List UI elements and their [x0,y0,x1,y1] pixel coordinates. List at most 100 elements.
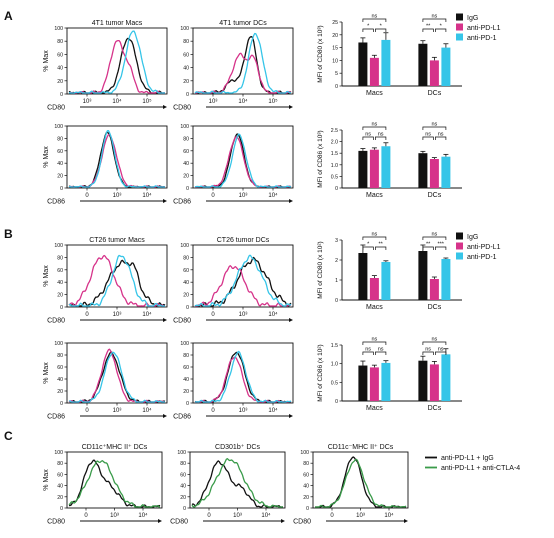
significance-bracket [435,136,447,140]
histogram-curve [194,254,292,307]
x-axis-arrowhead [289,105,293,109]
y-tick-label: 1.0 [331,362,338,368]
y-tick-label: 80 [183,353,189,359]
legend-swatch [456,13,463,21]
histogram-panel: CT26 tumor DCs 0 20 40 60 80 100 0 10³ 10⁴ CD80 [173,237,294,325]
significance-bracket [422,18,447,22]
legend-label: anti-PD-L1 [467,25,501,32]
y-tick-label: 20 [303,495,309,501]
histogram-curve [68,37,166,94]
bar [418,43,428,86]
histogram-frame [66,244,168,308]
y-tick-label: 60 [57,149,63,155]
x-axis-label: CD80 [47,519,65,526]
x-tick-label: 0 [207,513,211,519]
bar [381,39,391,86]
y-tick-label: 60 [303,472,309,478]
y-tick-label: 80 [183,39,189,45]
bar [441,259,451,300]
x-tick-label: 0 [211,193,215,199]
x-axis-label: CD86 [173,199,191,206]
y-tick-label: 5 [335,71,338,77]
bar [441,156,451,188]
y-tick-label: 0 [335,399,338,405]
legend-swatch [456,232,463,240]
x-axis-arrowhead [289,199,293,203]
histogram-curve [315,458,407,508]
y-tick-label: 80 [183,136,189,142]
bar [358,42,368,86]
y-tick-label: 100 [177,450,186,456]
y-tick-label: 80 [57,255,63,261]
y-tick-label: 80 [180,461,186,467]
histogram-title: CD11c⁺MHC II⁺ DCs [82,444,148,451]
y-tick-label: 100 [180,341,189,347]
y-tick-label: 80 [57,39,63,45]
category-label: DCs [428,90,442,97]
x-tick-label: 10³ [113,408,122,414]
y-tick-label: 0 [60,506,63,512]
histogram-panel: 0 20 40 60 80 100 % Max 0 10³ 10⁴ CD86 [43,341,168,421]
legend-label: anti-PD-L1 + IgG [441,455,494,462]
x-axis-label: CD80 [47,105,65,112]
significance-label: * [440,24,443,30]
y-tick-label: 1 [335,278,338,284]
significance-label: ns [371,232,377,238]
bar [381,262,391,300]
y-tick-label: 40 [183,161,189,167]
x-tick-label: 10³ [113,312,122,318]
significance-bracket [362,28,374,32]
y-tick-label: 10 [332,58,338,64]
significance-bracket [362,246,374,250]
panel-letter: B [4,227,13,241]
y-tick-label: 1.5 [331,343,338,349]
x-tick-label: 10⁴ [142,192,152,199]
y-tick-label: 60 [57,52,63,58]
y-tick-label: 20 [332,33,338,39]
y-axis-label: MFI of CD80 (x 10³) [317,25,324,82]
histogram-panel: 4T1 tumor DCs 0 20 40 60 80 100 10³ 10⁴ 10⁵ CD80 [173,20,294,112]
histogram-curve [194,32,292,94]
legend-label: anti-PD-L1 [467,244,501,251]
category-label: Macs [366,304,383,311]
x-tick-label: 10³ [356,513,365,519]
y-tick-label: 40 [183,280,189,286]
histogram-title: 4T1 tumor DCs [219,20,267,27]
x-axis-arrowhead [281,519,285,523]
legend-swatch [456,33,463,41]
x-tick-label: 10⁵ [268,98,278,105]
significance-label: ns [365,132,371,138]
y-tick-label: 80 [183,255,189,261]
legend-swatch [456,242,463,250]
x-tick-label: 10⁴ [238,98,248,105]
panel-letter: A [4,9,13,23]
y-tick-label: 0 [60,401,63,407]
y-axis-label: % Max [43,362,50,384]
bar [418,251,428,300]
significance-bracket [362,236,387,240]
y-tick-label: 40 [303,484,309,490]
significance-bracket [422,246,434,250]
histogram-title: CT26 tumor Macs [89,237,145,244]
y-tick-label: 3 [335,238,338,244]
y-tick-label: 20 [183,293,189,299]
histogram-title: CT26 tumor DCs [217,237,270,244]
x-axis-arrowhead [289,318,293,322]
y-tick-label: 20 [57,495,63,501]
x-tick-label: 10⁴ [142,311,152,318]
y-tick-label: 20 [57,389,63,395]
y-tick-label: 80 [303,461,309,467]
significance-label: *** [437,242,444,248]
significance-bracket [362,126,387,130]
category-label: DCs [428,304,442,311]
y-tick-label: 80 [57,353,63,359]
x-axis-label: CD80 [293,519,311,526]
x-axis-label: CD80 [173,105,191,112]
y-tick-label: 100 [180,26,189,32]
histogram-frame [66,451,163,509]
x-tick-label: 10³ [110,513,119,519]
legend: IgG anti-PD-L1 anti-PD-1 [456,13,501,42]
y-tick-label: 100 [54,341,63,347]
